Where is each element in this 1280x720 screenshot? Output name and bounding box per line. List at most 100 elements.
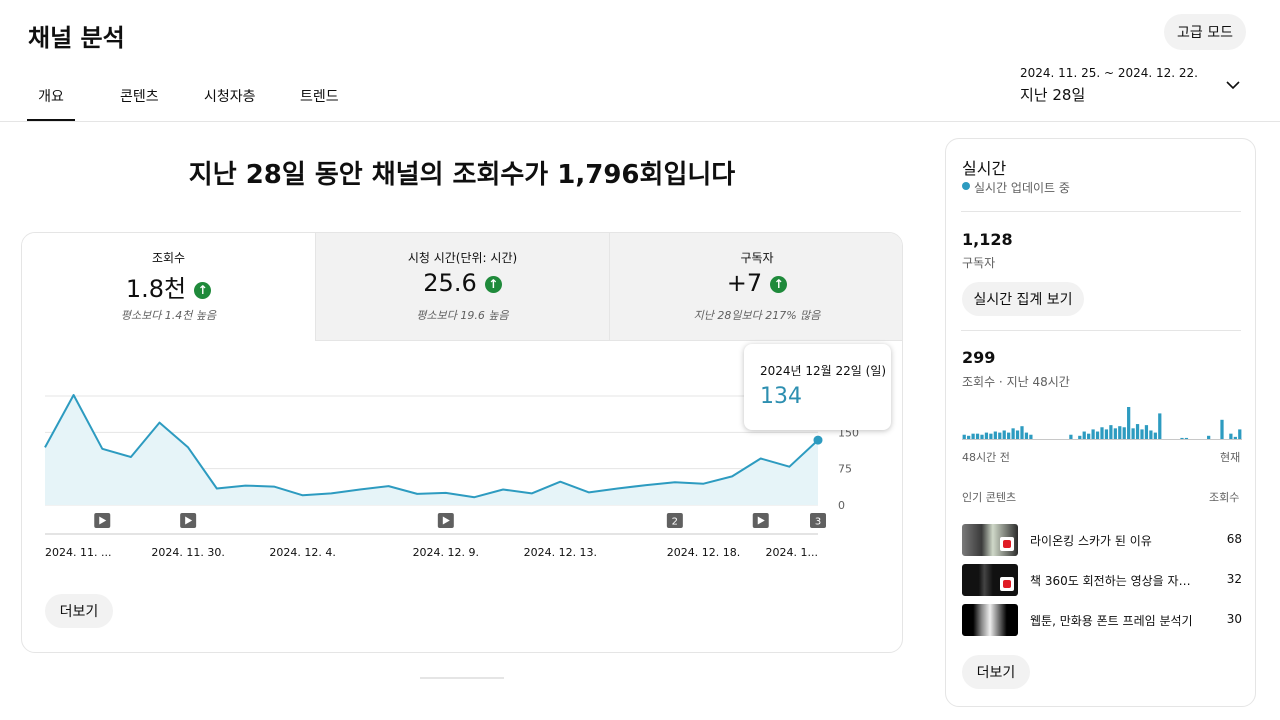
- views-series-line: [44, 394, 819, 499]
- popular-item[interactable]: 라이온킹 스카가 된 이유 68: [962, 524, 1242, 556]
- metric-watch-time[interactable]: 시청 시간(단위: 시간) 25.6 ↑ 평소보다 19.6 높음: [315, 233, 609, 341]
- video-thumbnail: [962, 564, 1018, 596]
- overview-card: 조회수 1.8천 ↑ 평소보다 1.4천 높음 시청 시간(단위: 시간) 25.…: [21, 232, 903, 653]
- realtime-views-label: 조회수 · 지난 48시간: [962, 375, 1070, 389]
- x-tick-label: 2024. 12. 18.: [667, 546, 740, 559]
- hourly-bar: [1109, 425, 1113, 439]
- tooltip-date: 2024년 12월 22일 (일): [760, 364, 887, 378]
- hourly-bar: [1078, 435, 1082, 439]
- play-icon: [185, 516, 193, 525]
- tooltip-value: 134: [760, 384, 802, 409]
- subscriber-label: 구독자: [962, 256, 996, 270]
- video-count-marker: [810, 513, 826, 528]
- hourly-bar: [1144, 425, 1149, 439]
- popular-more-button[interactable]: 더보기: [962, 655, 1030, 689]
- play-icon: [757, 516, 765, 525]
- hourly-bar: [962, 434, 966, 439]
- tab-audience[interactable]: 시청자층: [204, 89, 256, 105]
- x-tick-label: 2024. 11. ...: [45, 546, 111, 559]
- popular-item-views: 68: [1226, 532, 1242, 546]
- tab-overview[interactable]: 개요: [27, 86, 75, 121]
- x-tick-label: 2024. 11. 30.: [151, 546, 224, 559]
- hourly-bar: [1122, 427, 1126, 439]
- hourly-bar: [971, 433, 975, 439]
- play-icon: [99, 516, 107, 525]
- hourly-bar: [1184, 437, 1189, 439]
- top-bar: 채널 분석 고급 모드 개요 콘텐츠 시청자층 트렌드 2024. 11. 25…: [0, 0, 1280, 122]
- metric-comparison: 평소보다 1.4천 높음: [120, 309, 217, 322]
- advanced-mode-button[interactable]: 고급 모드: [1164, 14, 1246, 50]
- popular-item-title: 웹툰, 만화용 폰트 프레임 분석기: [1030, 614, 1193, 628]
- date-range[interactable]: 2024. 11. 25. ~ 2024. 12. 22.: [1020, 66, 1198, 80]
- hourly-bar: [1233, 436, 1237, 439]
- popular-views-header: 조회수: [1209, 491, 1240, 504]
- hourly-bar: [1024, 432, 1029, 439]
- hourly-bar: [1011, 428, 1015, 439]
- hourly-bar: [1087, 433, 1091, 439]
- popular-item-title: 책 360도 회전하는 영상을 자동으로 만드는 방법: [1030, 574, 1200, 588]
- hourly-bar: [1007, 432, 1011, 439]
- realtime-panel: 실시간 실시간 업데이트 중 1,128 구독자 실시간 집계 보기 299 조…: [945, 138, 1256, 707]
- popular-item[interactable]: 웹툰, 만화용 폰트 프레임 분석기 30: [962, 604, 1242, 636]
- realtime-views-count: 299: [962, 348, 996, 367]
- hourly-bar: [1015, 430, 1020, 439]
- metric-value: 1.8천: [125, 275, 187, 303]
- popular-item[interactable]: 책 360도 회전하는 영상을 자동으로 만드는 방법 32: [962, 564, 1242, 596]
- metric-value: 25.6: [423, 269, 477, 297]
- x-tick-label: 2024. 12. 9.: [413, 546, 479, 559]
- marker-count-label: 2: [672, 517, 678, 528]
- more-button[interactable]: 더보기: [45, 594, 113, 628]
- chart-tooltip: 2024년 12월 22일 (일) 134: [744, 344, 891, 430]
- hourly-bar: [1002, 430, 1006, 439]
- hourly-bar: [998, 432, 1002, 439]
- metric-value: +7: [726, 269, 763, 297]
- hourly-bar: [1069, 434, 1073, 439]
- shorts-icon: [1000, 537, 1014, 551]
- y-tick-label: 75: [838, 463, 852, 476]
- video-count-marker: [666, 513, 683, 528]
- hourly-bar: [1113, 428, 1117, 439]
- metric-comparison: 지난 28일보다 217% 많음: [693, 309, 821, 322]
- hourly-bar: [1091, 429, 1095, 439]
- hourly-bar: [967, 435, 971, 439]
- hourly-bar: [1127, 407, 1131, 439]
- popular-content-header: 인기 콘텐츠: [962, 491, 1017, 504]
- hourly-bar: [993, 431, 997, 439]
- chevron-down-icon[interactable]: [1224, 76, 1242, 94]
- live-dot-icon: [962, 182, 970, 190]
- subscriber-count: 1,128: [962, 230, 1013, 249]
- popular-item-title: 라이온킹 스카가 된 이유: [1030, 534, 1152, 548]
- tab-trends[interactable]: 트렌드: [300, 89, 339, 105]
- video-thumbnail: [962, 524, 1018, 556]
- metric-label: 시청 시간(단위: 시간): [407, 251, 518, 265]
- arrow-up-icon: ↑: [194, 282, 212, 299]
- tab-content[interactable]: 콘텐츠: [120, 89, 159, 105]
- video-thumbnail: [962, 604, 1018, 636]
- realtime-title: 실시간: [962, 159, 1007, 178]
- popular-item-views: 30: [1226, 612, 1242, 626]
- hourly-bar: [1140, 429, 1144, 439]
- hourly-axis-start: 48시간 전: [962, 451, 1010, 464]
- hourly-bar: [975, 433, 980, 439]
- metric-views[interactable]: 조회수 1.8천 ↑ 평소보다 1.4천 높음: [22, 233, 315, 341]
- hourly-bar: [1158, 413, 1162, 439]
- divider: [961, 211, 1241, 212]
- hourly-views-bar-chart[interactable]: [962, 397, 1242, 443]
- date-period-label[interactable]: 지난 28일: [1020, 86, 1086, 104]
- hourly-bar: [1095, 431, 1100, 439]
- realtime-count-button[interactable]: 실시간 집계 보기: [962, 282, 1084, 316]
- hourly-bar: [980, 434, 984, 439]
- hourly-bar: [1082, 431, 1086, 439]
- shorts-icon: [1000, 577, 1014, 591]
- hourly-bar: [1229, 433, 1233, 439]
- hourly-bar: [1207, 435, 1211, 439]
- data-point: [813, 435, 823, 445]
- hourly-bar: [1238, 429, 1242, 439]
- arrow-up-icon: ↑: [484, 276, 502, 293]
- metric-label: 조회수: [151, 251, 186, 265]
- page-title: 채널 분석: [28, 24, 125, 52]
- x-tick-label: 2024. 1...: [766, 546, 818, 559]
- metric-subscribers[interactable]: 구독자 +7 ↑ 지난 28일보다 217% 많음: [609, 233, 902, 341]
- hourly-bar: [1100, 427, 1104, 439]
